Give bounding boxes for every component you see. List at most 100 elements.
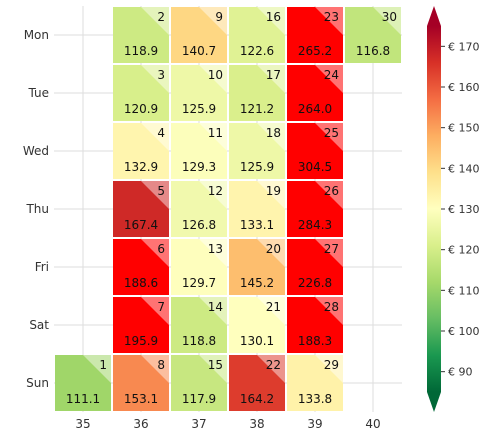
- cell-corner: [373, 7, 401, 35]
- cell-date-label: 11: [208, 126, 223, 140]
- heatmap-cell: 25 304.5: [287, 123, 343, 179]
- heatmap-cell: 4 132.9: [113, 123, 169, 179]
- cell-value-label: 284.3: [298, 218, 332, 232]
- cell-value-label: 164.2: [240, 392, 274, 406]
- heatmap-cell: 30 116.8: [345, 7, 401, 63]
- cell-date-label: 30: [382, 10, 397, 24]
- cell-value-label: 226.8: [298, 276, 332, 290]
- x-tick-label: 35: [75, 417, 90, 431]
- colorbar-tick-label: € 120: [448, 244, 480, 257]
- cell-value-label: 132.9: [124, 160, 158, 174]
- colorbar-extend-low: [427, 392, 441, 412]
- cell-value-label: 188.6: [124, 276, 158, 290]
- cell-corner: [315, 65, 343, 93]
- cell-value-label: 117.9: [182, 392, 216, 406]
- cell-date-label: 18: [266, 126, 281, 140]
- heatmap-cell: 1 111.1: [55, 355, 111, 411]
- cell-corner: [141, 123, 169, 151]
- cell-value-label: 167.4: [124, 218, 158, 232]
- heatmap-cell: 28 188.3: [287, 297, 343, 353]
- cell-date-label: 17: [266, 68, 281, 82]
- y-tick-labels: Mon Tue Wed Thu Fri Sat Sun: [23, 28, 49, 390]
- cell-date-label: 13: [208, 242, 223, 256]
- y-tick-label: Fri: [35, 260, 49, 274]
- cell-corner: [199, 7, 227, 35]
- heatmap-cell: 27 226.8: [287, 239, 343, 295]
- cell-value-label: 129.7: [182, 276, 216, 290]
- heatmap-cell: 7 195.9: [113, 297, 169, 353]
- heatmap-cell: 21 130.1: [229, 297, 285, 353]
- cell-corner: [257, 65, 285, 93]
- colorbar-tick-label: € 90: [448, 366, 473, 379]
- y-tick-label: Thu: [25, 202, 49, 216]
- cell-date-label: 29: [324, 358, 339, 372]
- cell-value-label: 153.1: [124, 392, 158, 406]
- heatmap-cell: 23 265.2: [287, 7, 343, 63]
- heatmap-cell: 10 125.9: [171, 65, 227, 121]
- colorbar-tick-label: € 170: [448, 40, 480, 53]
- heatmap-cell: 19 133.1: [229, 181, 285, 237]
- x-tick-label: 37: [191, 417, 206, 431]
- cell-corner: [315, 123, 343, 151]
- heatmap-cell: 18 125.9: [229, 123, 285, 179]
- heatmap-cell: 11 129.3: [171, 123, 227, 179]
- cell-date-label: 27: [324, 242, 339, 256]
- cell-date-label: 9: [215, 10, 223, 24]
- cell-value-label: 111.1: [66, 392, 100, 406]
- heatmap-cell: 15 117.9: [171, 355, 227, 411]
- x-tick-label: 38: [249, 417, 264, 431]
- cell-date-label: 16: [266, 10, 281, 24]
- colorbar-tick-label: € 150: [448, 122, 480, 135]
- cell-value-label: 140.7: [182, 44, 216, 58]
- heatmap-cell: 9 140.7: [171, 7, 227, 63]
- cell-value-label: 120.9: [124, 102, 158, 116]
- colorbar-tick-label: € 160: [448, 81, 480, 94]
- y-tick-label: Wed: [23, 144, 49, 158]
- y-tick-label: Sun: [26, 376, 49, 390]
- cell-value-label: 188.3: [298, 334, 332, 348]
- cell-value-label: 122.6: [240, 44, 274, 58]
- cell-value-label: 116.8: [356, 44, 390, 58]
- cell-date-label: 26: [324, 184, 339, 198]
- cell-date-label: 25: [324, 126, 339, 140]
- heatmap-cell: 6 188.6: [113, 239, 169, 295]
- cell-date-label: 20: [266, 242, 281, 256]
- colorbar-extend-high: [427, 6, 441, 26]
- cell-value-label: 145.2: [240, 276, 274, 290]
- cell-value-label: 133.1: [240, 218, 274, 232]
- colorbar-gradient: [427, 26, 441, 392]
- cell-corner: [199, 239, 227, 267]
- cell-date-label: 19: [266, 184, 281, 198]
- cell-corner: [257, 297, 285, 325]
- colorbar-tick-label: € 140: [448, 162, 480, 175]
- cell-date-label: 2: [157, 10, 165, 24]
- cell-date-label: 12: [208, 184, 223, 198]
- heatmap-cell: 5 167.4: [113, 181, 169, 237]
- cell-date-label: 1: [99, 358, 107, 372]
- cell-corner: [315, 7, 343, 35]
- cell-corner: [141, 181, 169, 209]
- cell-corner: [257, 123, 285, 151]
- cell-date-label: 15: [208, 358, 223, 372]
- x-tick-label: 36: [133, 417, 148, 431]
- cell-corner: [141, 65, 169, 93]
- cell-value-label: 133.8: [298, 392, 332, 406]
- heatmap-cell: 14 118.8: [171, 297, 227, 353]
- heatmap-cell: 26 284.3: [287, 181, 343, 237]
- cell-value-label: 125.9: [182, 102, 216, 116]
- cell-date-label: 5: [157, 184, 165, 198]
- heatmap-cell: 16 122.6: [229, 7, 285, 63]
- cell-date-label: 3: [157, 68, 165, 82]
- colorbar-tick-label: € 100: [448, 325, 480, 338]
- cell-corner: [141, 297, 169, 325]
- cell-corner: [257, 239, 285, 267]
- cell-corner: [199, 65, 227, 93]
- cell-date-label: 10: [208, 68, 223, 82]
- cell-corner: [257, 181, 285, 209]
- heatmap-cell: 29 133.8: [287, 355, 343, 411]
- cell-date-label: 8: [157, 358, 165, 372]
- cell-corner: [257, 355, 285, 383]
- cell-corner: [257, 7, 285, 35]
- cell-date-label: 6: [157, 242, 165, 256]
- heatmap-cells: 2118.99140.716122.623265.230116.83120.91…: [55, 7, 401, 411]
